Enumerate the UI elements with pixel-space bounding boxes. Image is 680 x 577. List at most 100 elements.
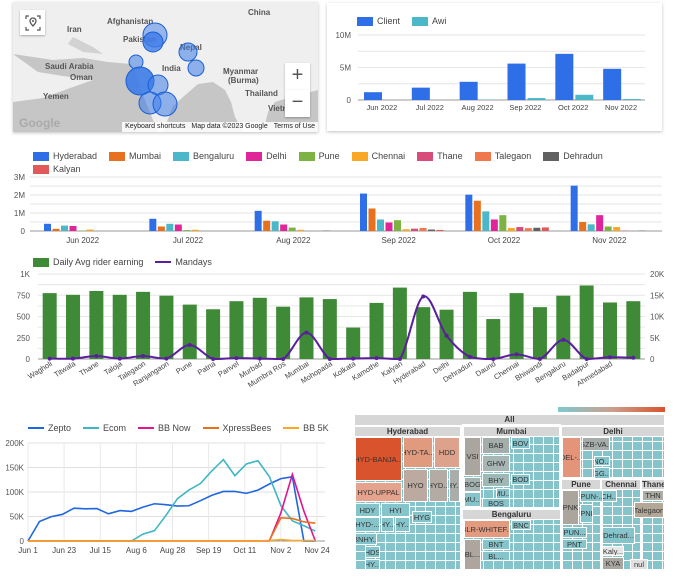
- bar: [280, 224, 288, 231]
- legend-item[interactable]: Delhi: [246, 151, 287, 161]
- mandays-point: [467, 354, 472, 359]
- treemap-cell[interactable]: HY...: [365, 559, 380, 570]
- treemap-cell[interactable]: HYD-...: [355, 517, 380, 532]
- treemap-cell[interactable]: BL...: [464, 539, 481, 570]
- treemap-cell[interactable]: BOV: [511, 437, 530, 449]
- treemap-cell[interactable]: NO...: [594, 456, 610, 466]
- bar: [532, 307, 547, 359]
- legend-item[interactable]: Daily Avg rider earning: [33, 257, 143, 267]
- treemap-cell[interactable]: HY...: [449, 469, 460, 502]
- legend-item[interactable]: Mandays: [155, 257, 212, 267]
- legend-swatch: [33, 164, 49, 174]
- treemap-cell[interactable]: GZB-VA...: [582, 437, 610, 451]
- legend-swatch: [173, 151, 190, 161]
- treemap-cell[interactable]: PNT: [562, 539, 587, 549]
- bar: [66, 294, 81, 359]
- treemap-cell[interactable]: nul: [630, 559, 648, 570]
- treemap-cell[interactable]: HYD-TA...: [403, 437, 433, 468]
- legend-label: Bengaluru: [193, 151, 235, 161]
- bar: [579, 222, 587, 231]
- x-tick-label: Jul 2022: [416, 103, 444, 112]
- legend-item[interactable]: Client: [357, 16, 400, 26]
- client-awi-bar-chart: 0 5M 10M Jun 2022 Jul 2022 Aug 2022 Sep 2022 Oc…: [335, 31, 645, 112]
- treemap-cell[interactable]: HYG: [412, 511, 432, 523]
- treemap-cell[interactable]: HDY: [355, 503, 380, 517]
- treemap-cell[interactable]: Kaly...: [602, 546, 624, 556]
- legend-label: BB 5K: [303, 423, 329, 433]
- legend-item[interactable]: Talegaon: [474, 151, 531, 161]
- bar: [602, 302, 617, 359]
- treemap-cell[interactable]: BNHY...: [355, 533, 377, 545]
- treemap-cell[interactable]: GHW: [482, 455, 510, 472]
- treemap-cell[interactable]: MU...: [464, 492, 481, 507]
- map-sea-arabian: [13, 54, 158, 132]
- locate-button[interactable]: [20, 10, 45, 35]
- treemap-cell[interactable]: BOG: [464, 477, 481, 492]
- legend-item[interactable]: BB Now: [138, 423, 191, 433]
- treemap-cell[interactable]: PUN...: [562, 527, 587, 538]
- treemap-cell[interactable]: BNT: [482, 539, 510, 550]
- treemap-cell[interactable]: HY...: [395, 517, 410, 532]
- treemap-cell[interactable]: Talegaon: [634, 502, 664, 518]
- treemap-group-header[interactable]: Bengaluru: [463, 510, 560, 519]
- treemap-cell[interactable]: GG...: [594, 467, 610, 479]
- treemap-group-header[interactable]: Hyderabad: [355, 427, 460, 436]
- y-right-tick-label: 5K: [650, 334, 660, 343]
- y-left-tick-label: 750: [17, 291, 31, 300]
- bar: [459, 81, 478, 100]
- zoom-in-button[interactable]: +: [285, 63, 310, 90]
- treemap-cell[interactable]: HYD-UPPAL: [355, 482, 402, 502]
- treemap-group-header[interactable]: Delhi: [562, 427, 664, 436]
- treemap-cell[interactable]: HDS: [365, 546, 380, 558]
- map-card[interactable]: ChinaAfghanistanIranPakistanNepalSaudi A…: [13, 2, 318, 132]
- legend-item[interactable]: Chennai: [351, 151, 405, 161]
- bar: [570, 185, 578, 231]
- legend-item[interactable]: XpressBees: [202, 423, 271, 433]
- treemap-cell[interactable]: BL...: [482, 551, 510, 561]
- map-bubble: [178, 42, 198, 62]
- treemap-cell[interactable]: HDD: [434, 437, 460, 468]
- treemap-cell[interactable]: BHY: [482, 473, 510, 487]
- legend-item[interactable]: Awi: [412, 16, 446, 26]
- legend-item[interactable]: Pune: [298, 151, 340, 161]
- treemap-cell[interactable]: BAB: [482, 437, 510, 454]
- treemap-cell[interactable]: BOD: [511, 474, 530, 485]
- legend-item[interactable]: Mumbai: [109, 151, 161, 161]
- treemap-cell[interactable]: KYA: [602, 557, 624, 570]
- y-tick-label: 10M: [335, 31, 351, 40]
- treemap-group-header[interactable]: Thane: [642, 480, 664, 489]
- treemap-cell[interactable]: BNC: [511, 520, 531, 530]
- treemap-cell[interactable]: HYD-BANJA...: [355, 437, 402, 481]
- treemap-cell[interactable]: PNI: [580, 504, 593, 523]
- treemap-cell[interactable]: CH...: [602, 490, 617, 502]
- legend-item[interactable]: Dehradun: [543, 151, 603, 161]
- treemap-cell[interactable]: VSI: [464, 437, 481, 476]
- map-place-label: Afghanistan: [107, 17, 154, 26]
- treemap-cell[interactable]: HY...: [381, 517, 394, 532]
- legend-item[interactable]: Zepto: [28, 423, 71, 433]
- legend-item[interactable]: Thane: [417, 151, 463, 161]
- legend-item[interactable]: Hyderabad: [33, 151, 97, 161]
- treemap-cell[interactable]: PUN-...: [580, 490, 605, 502]
- keyboard-shortcuts-link[interactable]: Keyboard shortcuts: [125, 123, 186, 130]
- city-monthly-bar-chart: 0 1M 2M 3M Jun 2022 Jul 2022 Aug 2022 Sep 2022 O…: [14, 173, 662, 245]
- treemap-cell[interactable]: PNK: [562, 490, 579, 525]
- treemap-cell[interactable]: HYD...: [429, 469, 448, 502]
- legend-item[interactable]: BB 5K: [283, 423, 329, 433]
- treemap-cell[interactable]: THN: [642, 490, 664, 501]
- treemap-group-header[interactable]: Chennai: [602, 480, 640, 489]
- legend-item[interactable]: Kalyan: [33, 164, 81, 174]
- legend-item[interactable]: Ecom: [83, 423, 126, 433]
- treemap-cell[interactable]: DEL-...: [562, 437, 581, 478]
- treemap-cell[interactable]: BLR-WHITEF...: [464, 520, 510, 538]
- treemap-cell[interactable]: HYO: [403, 469, 428, 502]
- treemap-cell[interactable]: HYI: [381, 503, 410, 517]
- y-right-tick-label: 20K: [650, 270, 665, 279]
- legend-item[interactable]: Bengaluru: [173, 151, 234, 161]
- terms-link[interactable]: Terms of Use: [273, 123, 315, 130]
- zoom-out-button[interactable]: −: [285, 90, 310, 117]
- treemap-group-header[interactable]: Pune: [562, 480, 600, 489]
- legend-swatch: [474, 151, 491, 161]
- treemap-group-header[interactable]: Mumbai: [463, 427, 560, 436]
- treemap-cell[interactable]: Dehrad...: [602, 527, 635, 544]
